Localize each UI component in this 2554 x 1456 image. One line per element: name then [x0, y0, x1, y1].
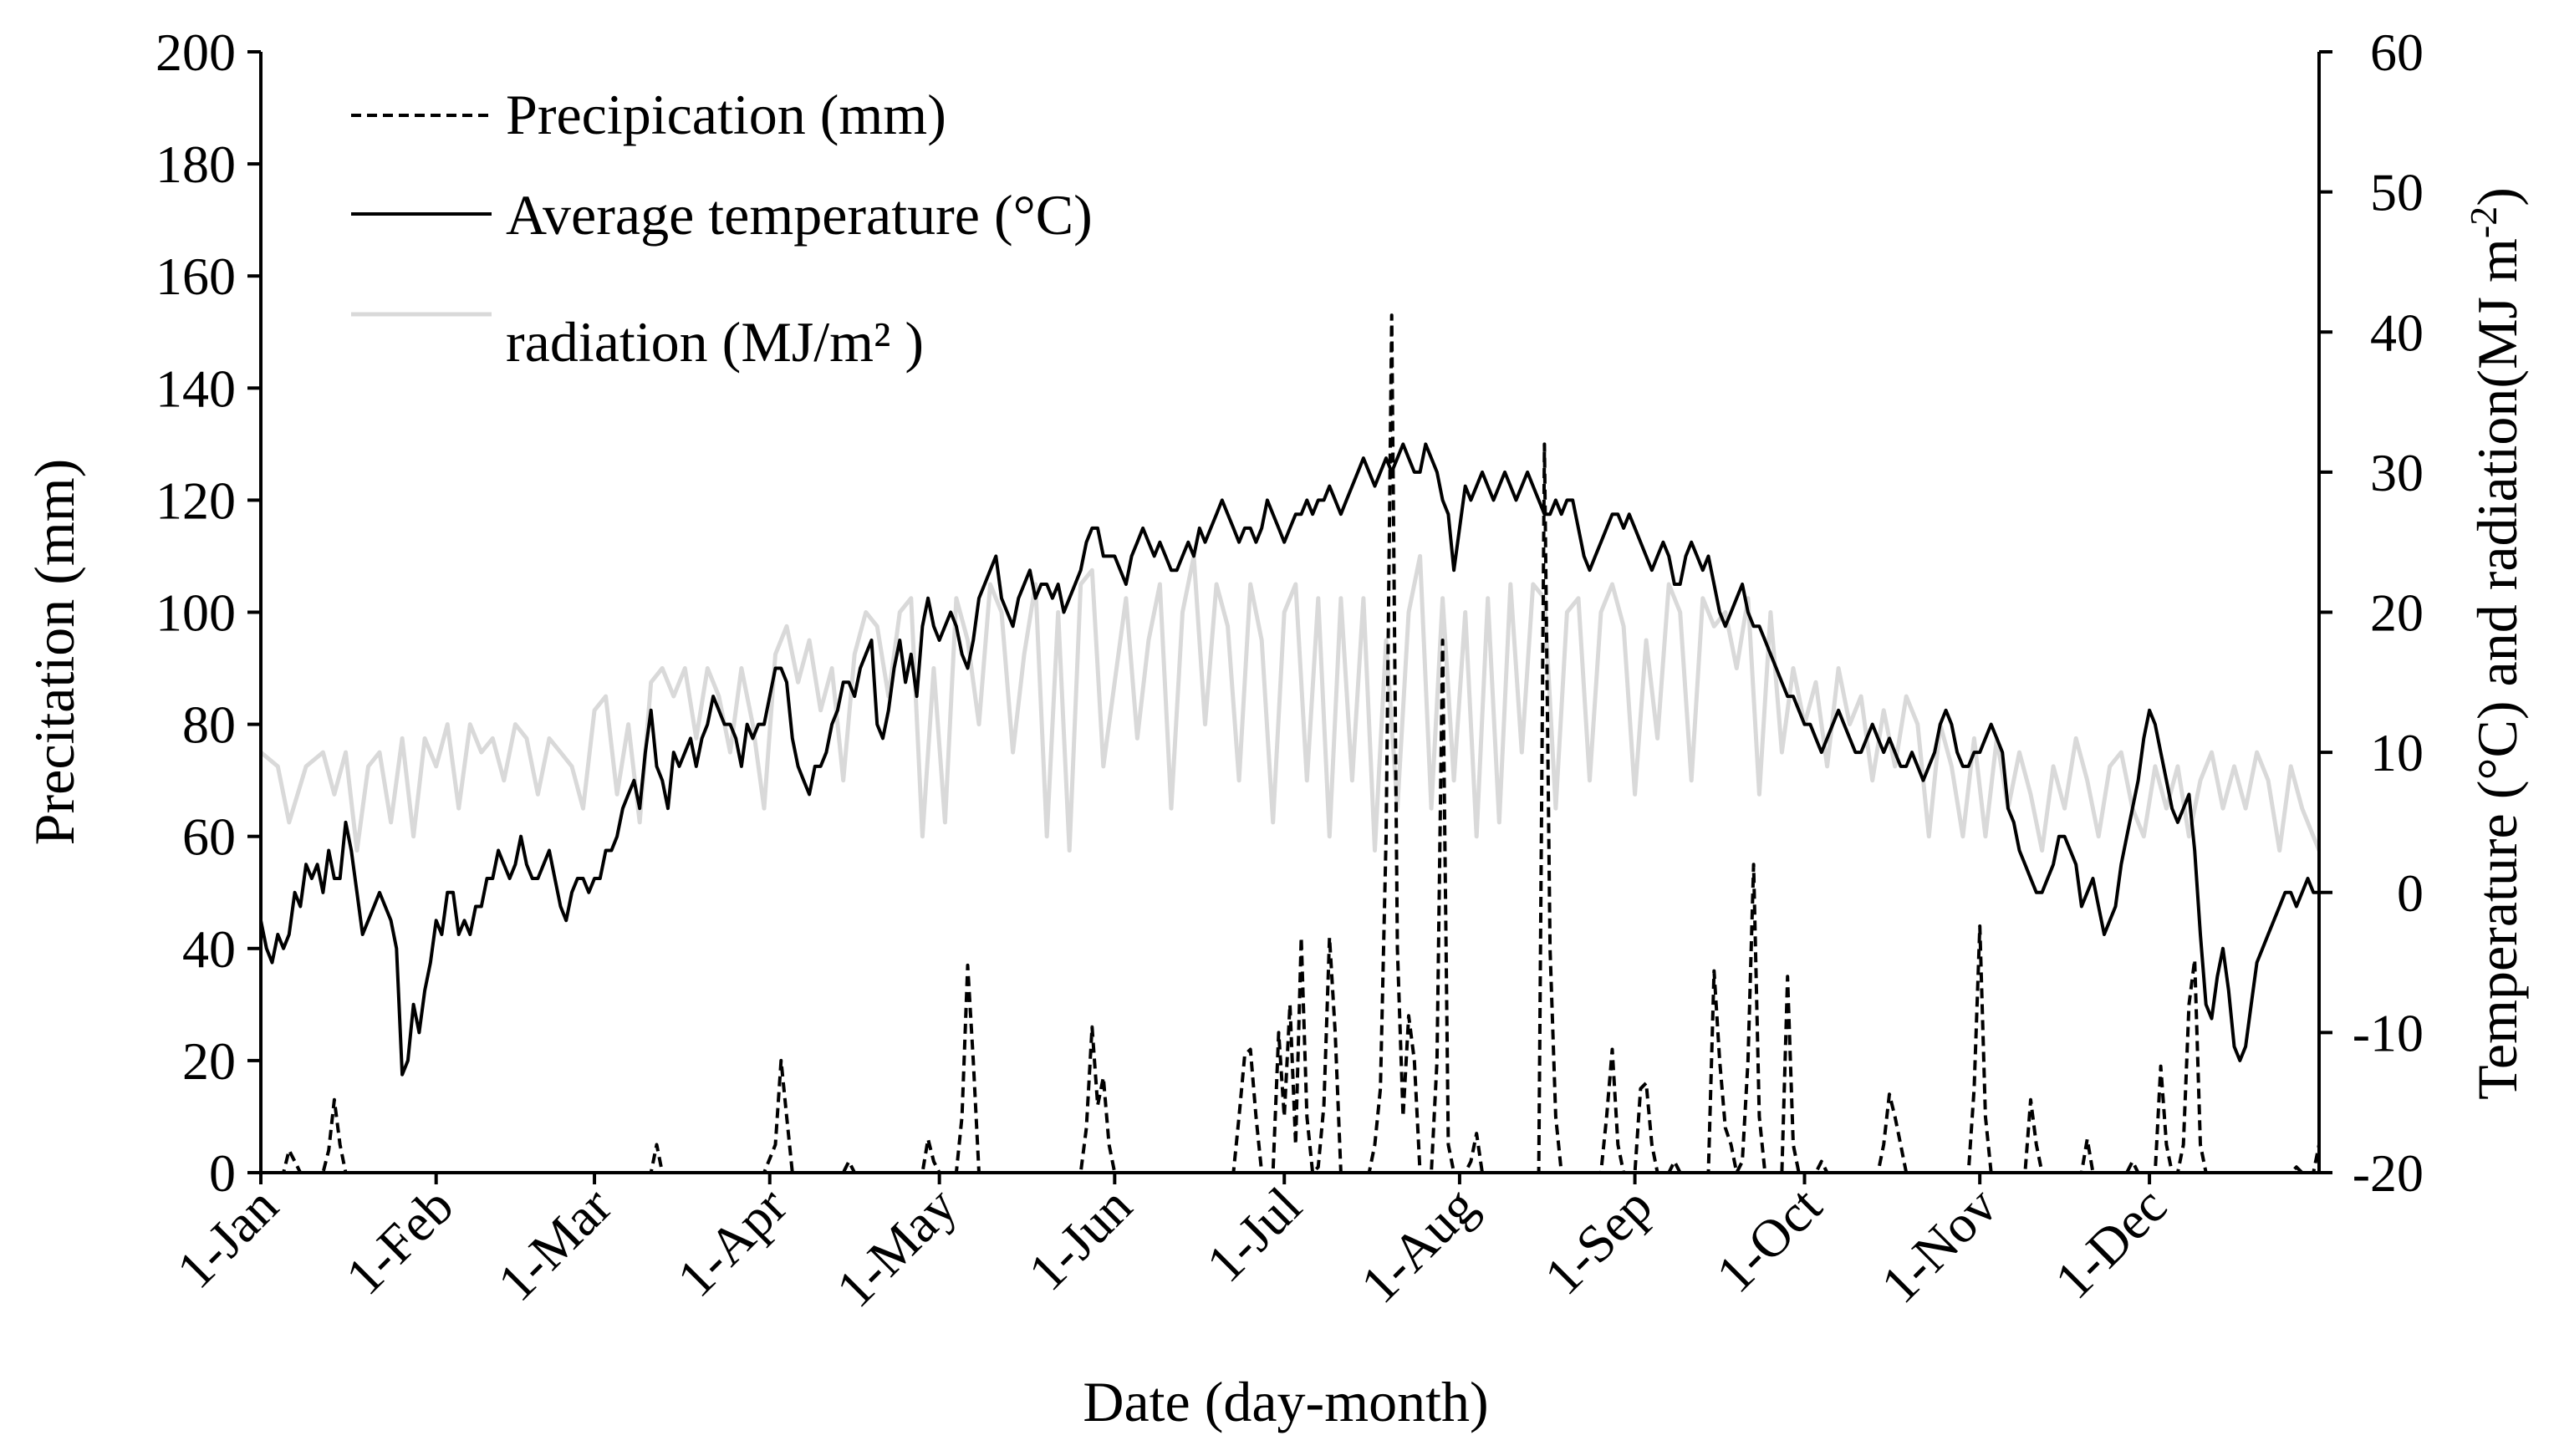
y-axis-right-title-close: ): [2465, 187, 2529, 206]
y-right-tick-label: 50: [2370, 163, 2424, 222]
x-tick-label: 1-Apr: [665, 1176, 798, 1308]
y-right-tick-label: 60: [2370, 23, 2424, 82]
series-layer: [259, 313, 2322, 1174]
y-right-tick-label: 20: [2370, 583, 2424, 643]
y-left-tick-label: 120: [155, 471, 236, 530]
y-axis-left-title: Precitation (mm): [23, 459, 86, 846]
x-axis-title: Date (day-month): [1083, 1370, 1488, 1433]
y-axis-right-title-main: Temperature (°C) and radiation(MJ m: [2465, 238, 2529, 1100]
x-tick-label: 1-Aug: [1349, 1176, 1488, 1315]
legend: Precipication (mm) Average temperature (…: [351, 83, 1093, 374]
x-tick-label: 1-May: [825, 1176, 968, 1319]
y-left-tick-label: 60: [182, 807, 236, 867]
x-tick-label: 1-Nov: [1869, 1176, 2008, 1315]
y-axis-right-title: Temperature (°C) and radiation(MJ m-2): [2462, 187, 2529, 1100]
radiation-series-line: [259, 553, 2322, 853]
y-left-tick-label: 160: [155, 247, 236, 306]
y-left-tick-label: 80: [182, 695, 236, 755]
y-left-tick-label: 20: [182, 1031, 236, 1091]
y-axis-right-title-sup: -2: [2462, 206, 2505, 238]
x-tick-label: 1-Oct: [1705, 1176, 1833, 1304]
x-tick-label: 1-Jul: [1195, 1176, 1313, 1294]
y-left-tick-label: 100: [155, 583, 236, 643]
y-left-tick-label: 180: [155, 135, 236, 194]
y-right-tick-label: 0: [2397, 863, 2424, 923]
y-right-tick-label: 10: [2370, 723, 2424, 782]
y-right-tick-label: -10: [2353, 1003, 2424, 1062]
x-tick-label: 1-Sep: [1533, 1176, 1664, 1306]
legend-temperature-label: Average temperature (°C): [506, 183, 1093, 247]
x-tick-label: 1-Jun: [1017, 1176, 1143, 1302]
y-right-tick-label: -20: [2353, 1143, 2424, 1203]
y-right-tick-label: 30: [2370, 443, 2424, 502]
legend-precipitation-label: Precipication (mm): [506, 83, 946, 146]
y-left-tick-label: 140: [155, 359, 236, 418]
precipitation-series-line: [261, 313, 2321, 1174]
legend-radiation-label: radiation (MJ/m² ): [506, 310, 924, 374]
y-right-tick-label: 40: [2370, 303, 2424, 362]
x-tick-label: 1-Dec: [2043, 1176, 2178, 1311]
y-left-tick-label: 0: [209, 1143, 236, 1203]
y-left-tick-label: 200: [155, 23, 236, 82]
temperature-series-line: [259, 442, 2319, 1077]
y-left-tick-label: 40: [182, 919, 236, 979]
x-tick-label: 1-Feb: [334, 1176, 465, 1306]
ticks-layer: 0 20 40 60 80 100 120 140 160 180 200 -20 -10 0 10 20 30…: [155, 23, 2424, 1319]
x-tick-label: 1-Mar: [487, 1176, 623, 1312]
